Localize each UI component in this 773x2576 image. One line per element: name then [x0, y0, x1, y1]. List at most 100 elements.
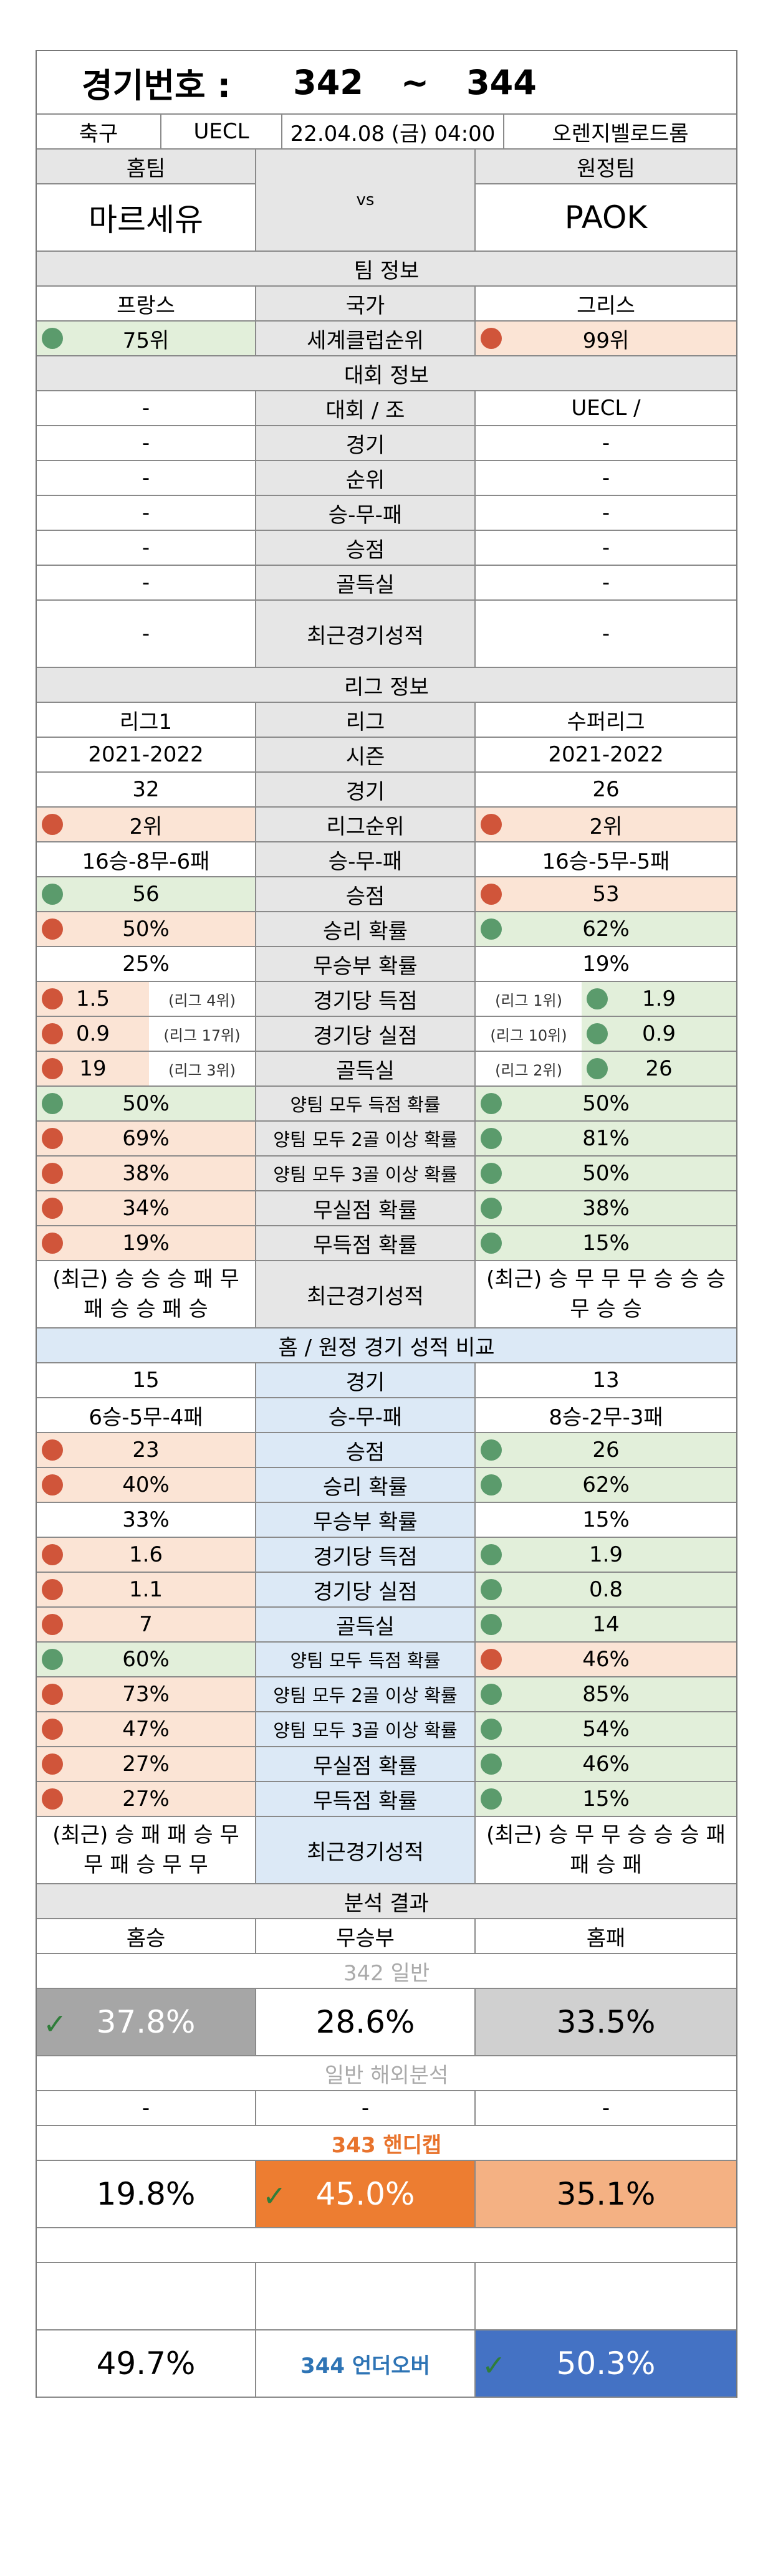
home-league-rank: (리그 3위) [149, 1052, 255, 1085]
over-value-text: 50.3% [556, 2345, 656, 2382]
check-icon: ✓ [43, 2007, 67, 2041]
stat-label: 무실점 확률 [256, 1747, 476, 1782]
check-icon: ✓ [482, 2349, 506, 2382]
stat-row: 7 골득실 14 [36, 1608, 737, 1643]
stat-label: 리그순위 [256, 808, 476, 842]
red-indicator-icon [42, 1719, 63, 1740]
away-value: 13 [476, 1363, 736, 1398]
green-indicator-icon [587, 1023, 608, 1044]
stat-label: 경기 [256, 773, 476, 808]
stat-row: 33% 무승부 확률 15% [36, 1503, 737, 1538]
stat-label: 대회 / 조 [256, 391, 476, 426]
away-value: 15% [476, 1226, 736, 1261]
stat-row: - 최근경기성적 - [36, 601, 737, 668]
underover-row: 49.7% 344 언더오버 ✓ 50.3% [36, 2330, 737, 2398]
away-value-area: 1.9 [582, 982, 736, 1016]
stat-row: 16승-8무-6패 승-무-패 16승-5무-5패 [36, 842, 737, 877]
home-stat: 27% [122, 1787, 170, 1811]
stat-row: 69% 양팀 모두 2골 이상 확률 81% [36, 1122, 737, 1157]
stat-label: 승-무-패 [256, 1398, 476, 1433]
away-stat: 8승-2무-3패 [549, 1405, 663, 1430]
home-value: 69% [37, 1122, 256, 1157]
datetime: 22.04.08 (금) 04:00 [282, 115, 504, 150]
handicap-label: 343 핸디캡 [37, 2126, 736, 2161]
stat-label: 승-무-패 [256, 496, 476, 531]
away-stat: 62% [582, 917, 630, 942]
red-indicator-icon [42, 1163, 63, 1184]
home-stat: 47% [122, 1717, 170, 1742]
away-value: - [476, 461, 736, 496]
away-stat: - [602, 535, 610, 560]
away-stat: 50% [582, 1161, 630, 1186]
away-value: (리그 2위) 26 [476, 1052, 736, 1087]
away-stat: - [602, 431, 610, 456]
away-value: 99위 [476, 322, 736, 356]
section-title-row: 팀 정보 [36, 252, 737, 287]
away-value: (리그 10위) 0.9 [476, 1017, 736, 1052]
away-value: - [476, 496, 736, 531]
away-value: 26 [476, 1433, 736, 1468]
stat-row: 19 (리그 3위) 골득실 (리그 2위) 26 [36, 1052, 737, 1087]
away-value: (최근) 승 무 무 승 승 승 패 패 승 패 [476, 1817, 736, 1884]
home-value: 75위 [37, 322, 256, 356]
handicap-row: 19.8% ✓ 45.0% 35.1% [36, 2161, 737, 2228]
away-value: - [476, 566, 736, 601]
overseas-label: 일반 해외분석 [37, 2056, 736, 2091]
stat-label: 승점 [256, 1433, 476, 1468]
home-stat: 1.5 [75, 986, 110, 1011]
stat-row: 27% 무득점 확률 15% [36, 1782, 737, 1817]
general-away: 33.5% [476, 1989, 736, 2056]
section-title-row: 대회 정보 [36, 356, 737, 391]
away-value-area: 26 [582, 1052, 736, 1085]
away-value: - [476, 531, 736, 566]
home-stat: 50% [122, 1091, 170, 1116]
red-indicator-icon [42, 1788, 63, 1810]
section-title: 팀 정보 [37, 252, 736, 287]
handicap-draw-value: 45.0% [315, 2176, 415, 2212]
away-value: (리그 1위) 1.9 [476, 982, 736, 1017]
match-number-start: 342 [293, 62, 363, 102]
green-indicator-icon [481, 1439, 502, 1461]
home-team-label: 홈팀 [37, 150, 256, 184]
away-stat: 1.9 [641, 986, 676, 1011]
stat-row: 1.6 경기당 득점 1.9 [36, 1538, 737, 1573]
red-indicator-icon [481, 328, 502, 349]
stat-label: 양팀 모두 2골 이상 확률 [256, 1677, 476, 1712]
home-stat: - [142, 570, 150, 595]
spacer-row [36, 2228, 737, 2263]
spacer-cell [37, 2228, 736, 2263]
home-stat: - [142, 465, 150, 490]
home-value: 27% [37, 1782, 256, 1817]
red-indicator-icon [42, 1023, 63, 1044]
home-stat: - [142, 535, 150, 560]
stat-label: 경기당 득점 [256, 1538, 476, 1573]
green-indicator-icon [481, 1474, 502, 1496]
stat-label: 순위 [256, 461, 476, 496]
section-title-row: 분석 결과 [36, 1884, 737, 1919]
stat-row: 73% 양팀 모두 2골 이상 확률 85% [36, 1677, 737, 1712]
stat-label: 시즌 [256, 738, 476, 773]
away-stat: - [602, 465, 610, 490]
split-cell: 1.5 (리그 4위) [37, 982, 255, 1016]
away-stat: 0.8 [588, 1577, 623, 1602]
general-home-value: 37.8% [96, 2004, 196, 2040]
red-indicator-icon [42, 1198, 63, 1219]
red-indicator-icon [481, 814, 502, 835]
section-title: 분석 결과 [37, 1884, 736, 1919]
general-draw: 28.6% [256, 1989, 476, 2056]
red-indicator-icon [42, 1439, 63, 1461]
green-indicator-icon [42, 328, 63, 349]
home-value-area: 1.5 [37, 982, 149, 1016]
section-title: 홈 / 원정 경기 성적 비교 [37, 1329, 736, 1363]
green-indicator-icon [481, 1128, 502, 1149]
spacer-cell [476, 2263, 736, 2330]
stat-label: 최근경기성적 [256, 1261, 476, 1329]
split-cell: (리그 1위) 1.9 [476, 982, 736, 1016]
stat-row: 15 경기 13 [36, 1363, 737, 1398]
overseas-label-row: 일반 해외분석 [36, 2056, 737, 2091]
away-value: 50% [476, 1087, 736, 1122]
away-stat: 수퍼리그 [567, 709, 645, 735]
red-indicator-icon [42, 1058, 63, 1079]
home-value: - [37, 461, 256, 496]
stat-row: 2위 리그순위 2위 [36, 808, 737, 842]
